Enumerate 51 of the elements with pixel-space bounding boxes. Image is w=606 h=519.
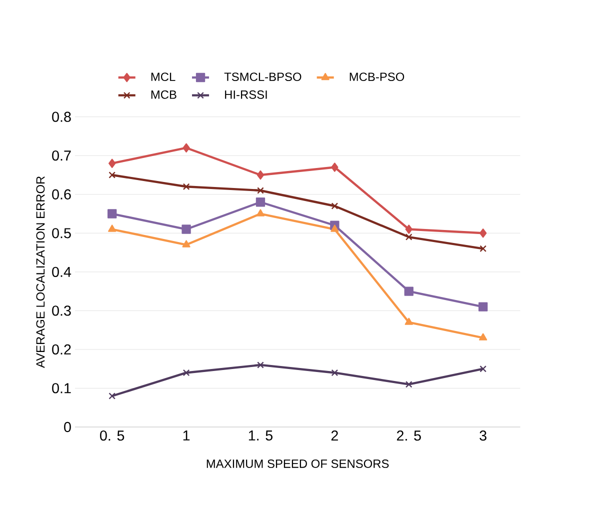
point (331, 162, 338, 172)
legend-label: HI-RSSI (225, 90, 267, 99)
point (479, 228, 487, 238)
point (108, 172, 116, 178)
point (405, 380, 412, 388)
y-axis-title: AVERAGE LOCALIZATION ERROR (36, 176, 45, 368)
point (331, 369, 338, 376)
point (182, 143, 190, 152)
x-tick-label: 1. 5 (248, 430, 273, 441)
point (404, 286, 414, 296)
point (108, 224, 116, 232)
point (480, 245, 486, 252)
point (330, 224, 339, 232)
point (480, 365, 486, 372)
y-tick-label: 0.1 (52, 383, 71, 394)
x-tick-label: 2. 5 (396, 430, 421, 441)
point (405, 234, 412, 240)
y-tick-label: 0.6 (52, 189, 71, 200)
y-tick-label: 0.8 (52, 112, 71, 122)
point (404, 318, 413, 325)
point (405, 224, 412, 234)
point (182, 224, 191, 234)
y-tick-label: 0.3 (52, 306, 71, 316)
x-tick-label: 0. 5 (100, 430, 124, 441)
y-tick-label: 0.4 (52, 266, 72, 277)
point (108, 392, 116, 400)
point (256, 198, 266, 207)
y-tick-label: 0.2 (52, 344, 71, 355)
point (257, 362, 264, 368)
point (108, 209, 117, 218)
point (182, 240, 190, 248)
y-tick-label: 0 (64, 422, 71, 432)
legend-label: TSMCL-BPSO (224, 72, 302, 82)
x-tick-label: 1 (183, 430, 190, 440)
legend-label: MCB-PSO (350, 72, 404, 82)
legend-label: MCL (151, 72, 176, 82)
legend-label: MCB (151, 90, 176, 99)
point (182, 183, 190, 190)
y-tick-label: 0.5 (52, 228, 71, 238)
point (478, 302, 488, 312)
x-axis-title: MAXIMUM SPEED OF SENSORS (206, 459, 389, 468)
point (256, 209, 265, 216)
point (257, 187, 264, 194)
y-tick-label: 0.7 (52, 150, 71, 161)
point (256, 170, 264, 180)
point (479, 333, 488, 340)
x-tick-label: 3 (480, 430, 486, 441)
point (182, 369, 190, 376)
point (331, 202, 338, 210)
point (108, 158, 116, 168)
x-tick-label: 2 (331, 430, 338, 441)
